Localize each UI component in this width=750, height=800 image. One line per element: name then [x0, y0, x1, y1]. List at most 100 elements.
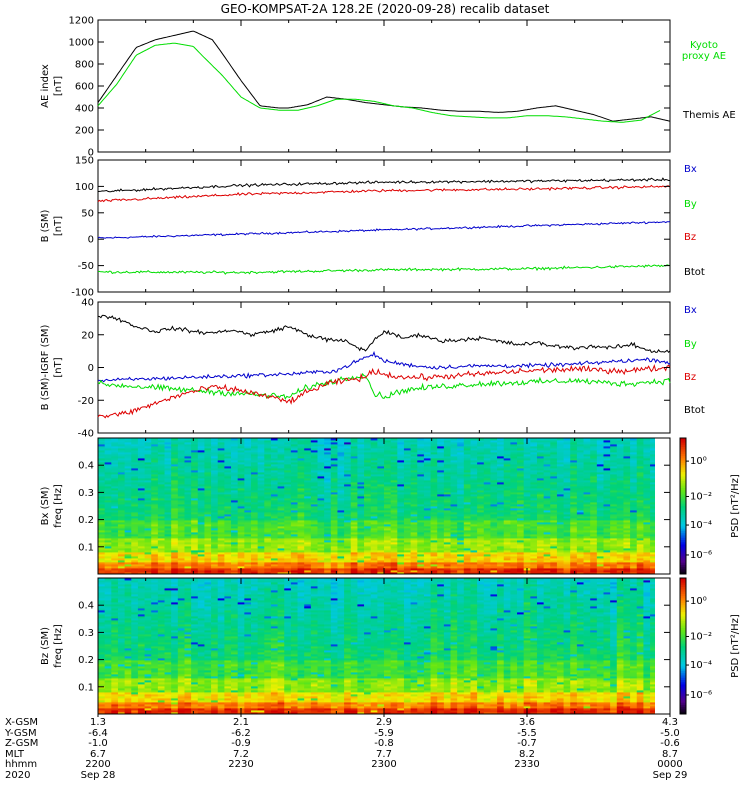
- spectrogram-cell: [217, 464, 225, 467]
- spectrogram-cell: [191, 460, 199, 463]
- spectrogram-cell: [517, 532, 525, 535]
- spectrogram-cell: [423, 490, 431, 493]
- spectrogram-cell: [397, 522, 405, 525]
- spectrogram-cell: [443, 466, 451, 469]
- spectrogram-cell: [443, 502, 451, 505]
- spectrogram-cell: [297, 536, 305, 539]
- spectrogram-cell: [497, 558, 505, 561]
- spectrogram-cell: [151, 480, 159, 483]
- legend-entry-bz: Bz: [684, 372, 696, 383]
- spectrogram-cell: [164, 504, 172, 507]
- spectrogram-cell: [563, 528, 571, 531]
- spectrogram-cell: [437, 504, 445, 507]
- spectrogram-cell: [443, 488, 451, 491]
- spectrogram-cell: [410, 550, 418, 553]
- spectrogram-cell: [403, 466, 411, 469]
- spectrogram-cell: [450, 478, 458, 481]
- spectrogram-cell: [197, 482, 205, 485]
- spectrogram-cell: [157, 492, 165, 495]
- spectrogram-cell: [224, 462, 232, 465]
- spectrogram-cell: [483, 498, 491, 501]
- spectrogram-cell: [364, 558, 372, 561]
- spectrogram-cell: [570, 542, 578, 545]
- spectrogram-cell: [284, 488, 292, 491]
- spectrogram-cell: [397, 538, 405, 541]
- spectrogram-cell: [131, 502, 139, 505]
- spectrogram-cell: [403, 526, 411, 529]
- spectrogram-cell: [390, 500, 398, 503]
- spectrogram-cell: [244, 532, 252, 535]
- spectrogram-cell: [623, 516, 631, 519]
- spectrogram-cell: [171, 560, 179, 563]
- spectrogram-cell: [483, 464, 491, 467]
- spectrogram-cell: [250, 512, 259, 515]
- spectrogram-cell: [623, 470, 631, 473]
- spectrogram-cell: [370, 476, 378, 479]
- spectrogram-cell: [250, 490, 259, 493]
- spectrogram-cell: [204, 510, 212, 513]
- spectrogram-cell: [290, 558, 298, 561]
- spectrogram-cell: [510, 504, 518, 507]
- spectrogram-cell: [510, 516, 518, 519]
- spectrogram-cell: [144, 554, 152, 557]
- spectrogram-cell: [517, 510, 525, 513]
- spectrogram-cell: [317, 474, 325, 477]
- spectrogram-cell: [497, 502, 505, 505]
- spectrogram-cell: [563, 522, 571, 525]
- spectrogram-cell: [463, 502, 471, 505]
- spectrogram-cell: [357, 564, 365, 567]
- spectrogram-cell: [596, 466, 604, 469]
- spectrogram-cell: [430, 522, 438, 525]
- spectrogram-cell: [211, 508, 219, 511]
- spectrogram-cell: [350, 562, 358, 565]
- spectrogram-cell: [184, 528, 192, 531]
- spectrogram-cell: [483, 562, 491, 565]
- spectrogram-cell: [124, 568, 132, 571]
- spectrogram-cell: [463, 538, 471, 541]
- spectrogram-cell: [250, 472, 259, 475]
- y-tick-label: -20: [78, 396, 94, 407]
- spectrogram-cell: [277, 510, 285, 513]
- spectrogram-cell: [310, 558, 318, 561]
- spectrogram-cell: [630, 570, 638, 573]
- spectrogram-cell: [111, 484, 119, 487]
- spectrogram-cell: [304, 526, 312, 529]
- spectrogram-cell: [596, 512, 604, 515]
- spectrogram-cell: [237, 562, 245, 565]
- spectrogram-cell: [104, 464, 112, 467]
- spectrogram-cell: [350, 480, 358, 483]
- spectrogram-cell: [510, 526, 518, 529]
- spectrogram-cell: [144, 498, 152, 501]
- spectrogram-cell: [98, 478, 106, 481]
- spectrogram-cell: [197, 550, 205, 553]
- spectrogram-cell: [191, 524, 199, 527]
- spectrogram-cell: [131, 564, 139, 567]
- spectrogram-cell: [616, 470, 624, 473]
- spectrogram-cell: [350, 524, 358, 527]
- spectrogram-cell: [610, 556, 618, 559]
- spectrogram-cell: [570, 560, 578, 563]
- spectrogram-cell: [556, 564, 564, 567]
- spectrogram-cell: [443, 470, 451, 473]
- spectrogram-cell: [231, 516, 239, 519]
- spectrogram-cell: [364, 528, 372, 531]
- spectrogram-cell: [583, 562, 591, 565]
- spectrogram-cell: [231, 508, 239, 511]
- spectrogram-cell: [410, 548, 418, 551]
- spectrogram-cell: [370, 472, 378, 475]
- spectrogram-cell: [117, 468, 125, 471]
- spectrogram-cell: [204, 548, 212, 551]
- spectrogram-cell: [523, 516, 531, 519]
- spectrogram-cell: [403, 532, 411, 535]
- spectrogram-cell: [550, 490, 558, 493]
- spectrogram-cell: [104, 478, 112, 481]
- spectrogram-cell: [517, 518, 525, 521]
- spectrogram-cell: [517, 462, 525, 465]
- spectrogram-cell: [250, 480, 259, 483]
- spectrogram-cell: [477, 548, 485, 551]
- spectrogram-cell: [184, 460, 192, 463]
- spectrogram-cell: [270, 496, 278, 499]
- spectrogram-cell: [423, 500, 431, 503]
- spectrogram-cell: [397, 532, 405, 535]
- spectrogram-cell: [497, 510, 505, 513]
